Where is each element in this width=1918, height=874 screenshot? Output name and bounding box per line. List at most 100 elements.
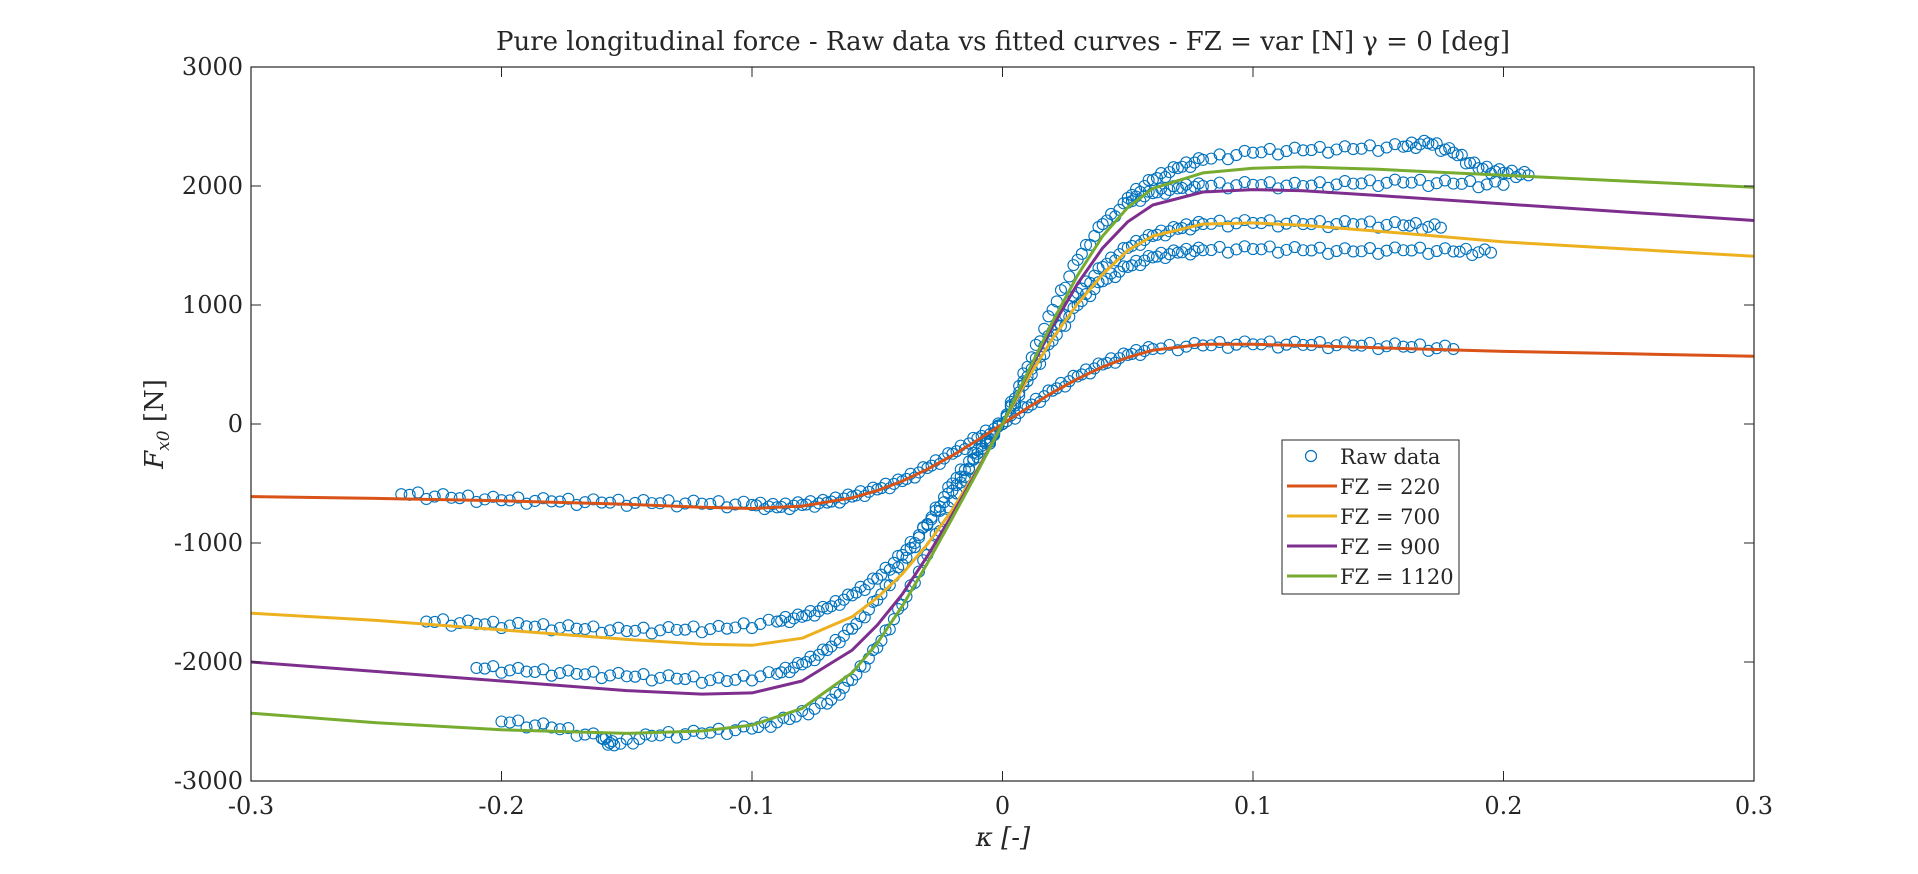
raw-data-point [645,674,658,687]
raw-data-point [808,609,821,622]
raw-data-point [783,616,796,629]
raw-data-point [892,561,905,574]
raw-data-point [1372,247,1385,260]
raw-data-point [1459,242,1472,255]
raw-data-point [854,580,867,593]
raw-data-point [1238,144,1251,157]
raw-data-point [1388,241,1401,254]
raw-data-point [695,676,708,689]
raw-data-point [1213,240,1226,253]
raw-data-point [612,621,625,634]
raw-data-point [1138,254,1151,267]
raw-data-point [1322,247,1335,260]
raw-data-point [603,624,617,637]
raw-data-point [887,556,901,569]
raw-data-point [1272,246,1285,259]
raw-data-point [637,668,650,681]
y-tick-label: 1000 [182,291,243,319]
raw-data-point [1447,245,1460,258]
raw-data-point [1213,176,1226,189]
raw-data-point [1167,161,1180,174]
raw-data-point [871,572,884,585]
raw-data-point [929,501,942,514]
raw-data-point [779,661,792,674]
raw-data-point [1163,248,1176,261]
raw-data-point [679,673,692,686]
raw-data-point [578,668,592,681]
raw-data-point [562,664,575,677]
raw-data-point [537,492,550,505]
raw-data-point [629,624,642,637]
raw-data-point [1188,180,1201,193]
raw-data-point [570,667,583,680]
raw-data-point [1263,176,1276,189]
raw-data-point [1196,153,1209,166]
raw-data-point [1397,244,1410,257]
raw-data-point [1263,214,1276,227]
raw-data-point [804,650,817,663]
raw-data-point [1439,174,1452,187]
x-tick-label: -0.2 [478,792,524,820]
raw-data-point [570,498,583,511]
chart-title: Pure longitudinal force - Raw data vs fi… [496,27,1510,57]
fitted-curves-layer [250,165,1755,735]
raw-data-point [1372,179,1385,193]
raw-data-point [1388,173,1401,186]
raw-data-point [1363,215,1376,228]
raw-data-point [1071,253,1084,266]
raw-data-point [1338,215,1351,228]
x-axis-label: κ [-] [975,823,1031,853]
raw-data-point [679,497,692,510]
raw-data-point [487,490,500,503]
raw-data-point [1138,179,1151,193]
raw-data-point [1188,245,1201,258]
raw-data-point [603,669,617,682]
raw-data-point [1422,179,1435,193]
raw-data-point [453,617,466,630]
raw-data-point [1347,177,1360,190]
raw-data-point [963,463,976,476]
raw-data-group [1121,134,1535,204]
raw-data-point [1196,244,1209,257]
raw-data-point [1313,140,1326,153]
raw-data-point [1297,244,1310,257]
raw-data-point [704,497,717,510]
raw-data-point [1388,216,1401,229]
raw-data-point [1305,244,1318,257]
raw-data-point [495,666,508,679]
raw-data-point [1497,178,1510,191]
raw-data-point [1413,173,1427,186]
raw-data-point [1405,176,1418,189]
raw-data-point [775,666,788,679]
raw-data-point [1313,176,1326,189]
raw-data-point [1330,218,1343,231]
raw-data-point [562,721,575,735]
raw-data-point [1221,341,1234,354]
x-tick-label: 0.3 [1735,792,1773,820]
raw-data-point [1297,144,1310,157]
raw-data-point [587,665,600,678]
y-tick-label: -3000 [174,767,243,795]
legend-marker-raw-data [1304,449,1318,463]
raw-data-point [1430,177,1443,190]
raw-data-point [904,541,917,555]
raw-data-point [896,558,909,571]
raw-data-point [654,671,667,684]
raw-data-point [816,643,830,656]
raw-data-point [1388,138,1401,151]
raw-data-point [1409,141,1422,154]
raw-data-point [1142,174,1155,187]
raw-data-point [1380,141,1393,154]
raw-data-point [837,629,850,642]
raw-data-point [1184,160,1197,174]
raw-data-point [1484,246,1498,259]
raw-data-point [917,521,930,534]
raw-data-point [1288,214,1301,227]
raw-data-point [1472,246,1485,259]
raw-data-point [867,572,880,585]
raw-data-point [654,729,667,742]
raw-data-point [520,721,533,734]
raw-data-point [1155,224,1168,237]
raw-data-point [1430,137,1443,150]
raw-data-point [662,621,675,634]
